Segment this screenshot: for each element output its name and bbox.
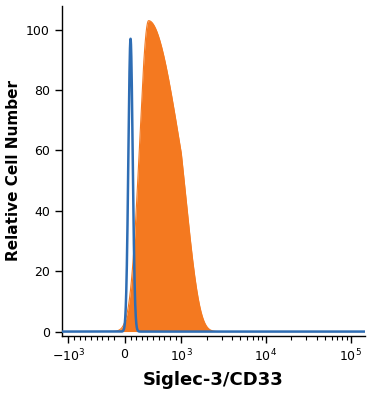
X-axis label: Siglec-3/CD33: Siglec-3/CD33	[143, 371, 284, 389]
Y-axis label: Relative Cell Number: Relative Cell Number	[6, 80, 20, 261]
